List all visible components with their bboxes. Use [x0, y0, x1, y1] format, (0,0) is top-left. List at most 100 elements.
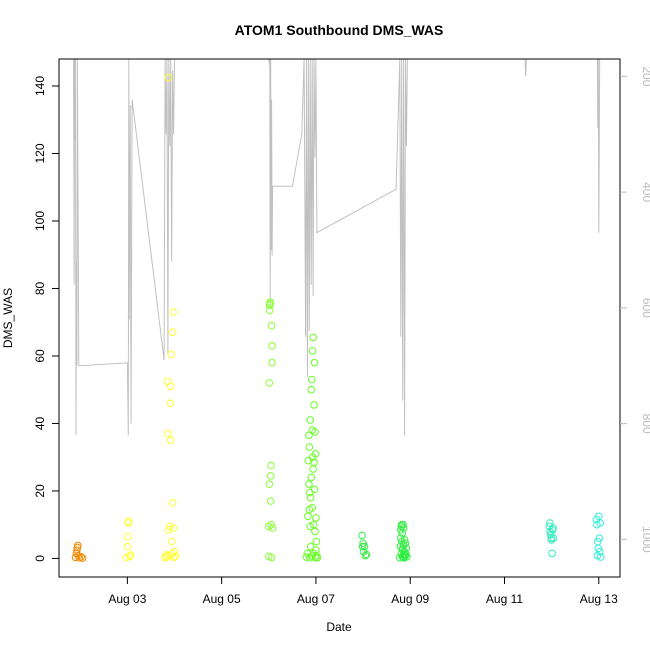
data-point — [305, 443, 314, 451]
data-point — [166, 522, 174, 531]
data-point — [123, 542, 132, 551]
y-axis-label: DMS_WAS — [1, 288, 15, 348]
data-point — [166, 382, 175, 391]
data-point — [310, 358, 319, 367]
data-point — [399, 520, 407, 529]
data-point — [308, 347, 317, 355]
data-point — [167, 350, 175, 359]
data-point — [306, 542, 315, 551]
data-point — [265, 379, 274, 387]
y-tick-label: 100 — [33, 211, 47, 231]
data-point — [169, 308, 177, 316]
data-point — [267, 553, 276, 562]
data-point — [168, 499, 177, 507]
x-axis-label: Date — [326, 620, 352, 634]
y-tick-label: 120 — [33, 143, 47, 163]
y-tick-label: 80 — [33, 281, 47, 295]
data-point — [170, 553, 178, 562]
data-point — [125, 552, 134, 561]
data-points-layer — [71, 73, 605, 562]
data-point — [312, 514, 320, 522]
data-point — [310, 485, 319, 494]
data-point — [313, 554, 322, 562]
y2-tick-label: 1000 — [640, 526, 650, 553]
data-point — [306, 416, 315, 424]
data-point — [403, 553, 411, 561]
y2-tick-label: 200 — [640, 66, 650, 86]
data-point — [306, 493, 315, 502]
data-point — [549, 534, 558, 543]
data-point — [594, 544, 603, 553]
data-point — [307, 473, 316, 482]
chart-title: ATOM1 Southbound DMS_WAS — [235, 22, 444, 38]
data-point — [126, 551, 135, 559]
data-point — [399, 524, 408, 532]
data-point — [360, 542, 369, 551]
y-tick-label: 20 — [33, 484, 47, 498]
data-point — [309, 333, 317, 342]
data-point — [547, 536, 556, 544]
data-point — [362, 550, 371, 559]
x-tick-label: Aug 07 — [297, 592, 335, 606]
data-point — [267, 321, 276, 330]
secondary-series-line — [73, 59, 601, 436]
data-point — [165, 526, 173, 534]
data-point — [124, 532, 132, 541]
data-point — [268, 358, 276, 367]
data-point — [265, 522, 273, 531]
x-tick-label: Aug 03 — [108, 592, 146, 606]
data-point — [122, 553, 131, 562]
y2-tick-label: 400 — [640, 182, 650, 202]
data-point — [266, 497, 275, 505]
data-point — [266, 472, 275, 480]
data-point — [164, 429, 172, 438]
data-point — [358, 542, 367, 551]
y-tick-label: 0 — [33, 555, 47, 562]
data-point — [401, 539, 410, 548]
data-point — [595, 547, 604, 556]
x-tick-label: Aug 11 — [486, 592, 523, 606]
data-point — [312, 537, 321, 546]
data-point — [548, 549, 556, 558]
data-point — [312, 546, 320, 554]
data-point — [305, 480, 313, 489]
data-point — [125, 517, 133, 526]
data-point — [308, 504, 317, 512]
data-point — [74, 541, 82, 550]
data-point — [78, 554, 87, 562]
data-point — [311, 428, 319, 436]
data-point — [549, 524, 557, 532]
data-point — [397, 534, 405, 543]
y2-tick-label: 800 — [640, 414, 650, 434]
data-point — [171, 552, 180, 561]
data-point — [596, 519, 605, 527]
y2-tick-label: 600 — [640, 298, 650, 318]
y-tick-label: 140 — [33, 76, 47, 96]
x-axis: Aug 03 Aug 05 Aug 07 Aug 09 Aug 11 Aug 13 — [108, 577, 618, 606]
data-point — [398, 529, 407, 537]
data-point — [268, 524, 277, 532]
data-point — [310, 458, 318, 467]
data-point — [268, 342, 276, 350]
x-tick-label: Aug 13 — [580, 592, 618, 606]
data-point — [266, 299, 275, 308]
data-point — [267, 520, 275, 529]
data-point — [402, 544, 411, 553]
secondary-line-layer — [73, 59, 601, 436]
data-point — [170, 547, 179, 556]
data-point — [310, 401, 318, 409]
data-point — [167, 537, 176, 546]
y-tick-label: 60 — [33, 349, 47, 363]
data-point — [358, 531, 366, 540]
data-point — [400, 536, 409, 544]
data-point — [309, 465, 317, 473]
data-point — [304, 512, 312, 521]
data-point — [593, 551, 602, 560]
y-tick-label: 40 — [33, 416, 47, 430]
data-point — [595, 534, 604, 543]
plot-frame — [58, 58, 621, 578]
data-point — [77, 553, 85, 561]
data-point — [169, 524, 178, 532]
data-point — [306, 554, 314, 562]
